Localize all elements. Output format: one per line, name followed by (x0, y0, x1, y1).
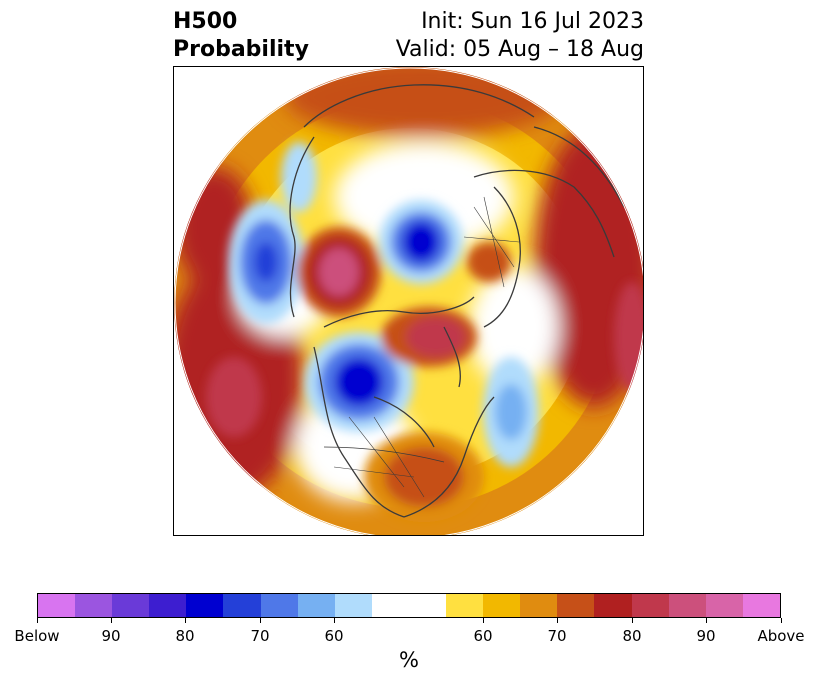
colorbar-tick-label: Above (757, 627, 805, 645)
title-product: Probability (173, 37, 309, 62)
colorbar-tick-label: 90 (101, 627, 121, 645)
anomaly-area (335, 358, 383, 406)
title-variable: H500 (173, 9, 238, 34)
colorbar-tick-label: 80 (622, 627, 642, 645)
anomaly-area (281, 142, 317, 212)
coastline (323, 296, 475, 328)
coastline (473, 169, 615, 258)
colorbar-tick (483, 618, 484, 623)
colorbar-tick (37, 618, 38, 623)
colorbar-segment (112, 594, 150, 617)
anomaly-area (254, 242, 278, 282)
colorbar-tick-label: 70 (547, 627, 567, 645)
colorbar-segment (223, 594, 261, 617)
init-date: Init: Sun 16 Jul 2023 (421, 9, 644, 34)
colorbar-segment (446, 594, 484, 617)
coastline (483, 186, 521, 328)
coastline (303, 84, 535, 128)
coastline (373, 396, 435, 448)
colorbar-tick-label: 90 (696, 627, 716, 645)
colorbar-segment (483, 594, 521, 617)
polar-map (173, 66, 644, 536)
colorbar-unit: % (399, 648, 419, 672)
colorbar-tick-label: 60 (473, 627, 493, 645)
anomaly-area (319, 248, 359, 296)
map-edge (174, 67, 643, 535)
colorbar-tick (334, 618, 335, 623)
anomaly-area (495, 384, 527, 440)
coastlines (289, 84, 625, 518)
coastline (313, 346, 405, 518)
coastline (533, 126, 625, 208)
colorbar-tick-label: 70 (250, 627, 270, 645)
colorbar-segment (371, 594, 409, 617)
coastline (289, 136, 315, 318)
colorbar-segment (408, 594, 447, 617)
colorbar-segment (594, 594, 632, 617)
colorbar-segment (186, 594, 224, 617)
colorbar-segment (520, 594, 558, 617)
coastline (443, 326, 461, 388)
anomaly-area (403, 222, 439, 262)
colorbar-tick (706, 618, 707, 623)
border-line (333, 416, 425, 498)
colorbar-tick (557, 618, 558, 623)
anomaly-area (206, 357, 262, 437)
colorbar-segment (631, 594, 669, 617)
anomaly-area (406, 317, 466, 357)
colorbar-segment (260, 594, 298, 617)
colorbar-segment (705, 594, 743, 617)
border-line (463, 196, 520, 288)
title-right: Init: Sun 16 Jul 2023 Valid: 05 Aug – 18… (396, 8, 644, 64)
title-left: H500 Probability (173, 8, 309, 64)
colorbar-segment (297, 594, 335, 617)
colorbar-tick (632, 618, 633, 623)
colorbar-tick (781, 618, 782, 623)
colorbar-tick (111, 618, 112, 623)
border-line (323, 446, 445, 463)
colorbar-tick (185, 618, 186, 623)
valid-range: Valid: 05 Aug – 18 Aug (395, 37, 644, 62)
colorbar-tick-label: 60 (324, 627, 344, 645)
neutral-area (469, 267, 559, 387)
colorbar-segment (149, 594, 187, 617)
neutral-area (334, 142, 514, 252)
anomaly-area (467, 242, 511, 282)
colorbar-tick-label: Below (14, 627, 60, 645)
colorbar-segment (557, 594, 595, 617)
colorbar (37, 593, 781, 618)
colorbar-segment (38, 594, 76, 617)
colorbar-segment (75, 594, 113, 617)
colorbar-segment (334, 594, 372, 617)
colorbar-tick-label: 80 (175, 627, 195, 645)
colorbar-tick (260, 618, 261, 623)
colorbar-segment (742, 594, 780, 617)
colorbar-segment (668, 594, 706, 617)
probability-map (174, 67, 643, 535)
coastline (403, 396, 495, 518)
